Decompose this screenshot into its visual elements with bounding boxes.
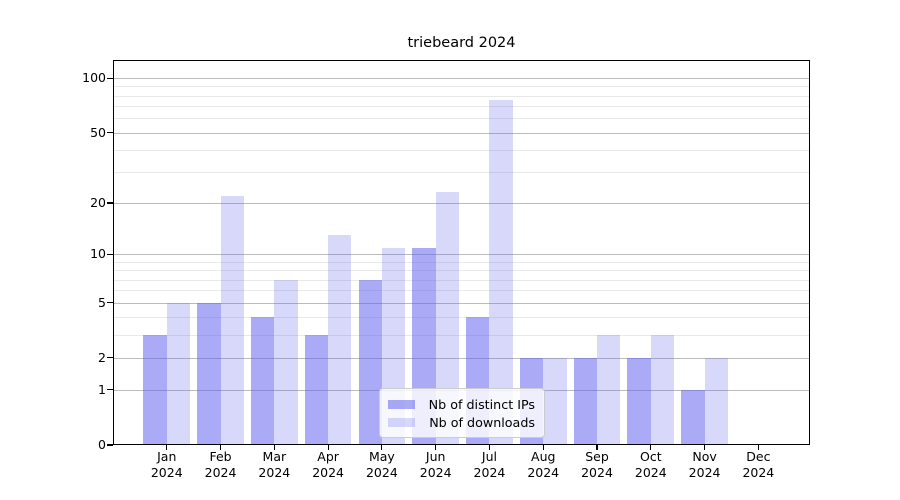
legend-item-downloads: Nb of downloads [388,413,535,431]
y-tick-mark [107,444,113,446]
bar-distinct-ips [573,357,598,445]
x-tick-mark [488,445,491,450]
y-tick-label: 20 [90,195,106,211]
major-gridline [113,254,810,256]
bar-distinct-ips [304,334,329,445]
minor-gridline [113,118,810,120]
y-tick-mark [107,357,113,359]
bar-distinct-ips [627,357,651,445]
x-tick-mark [435,445,437,450]
x-tick-mark [273,445,275,450]
x-tick-mark [327,445,329,450]
y-tick-mark [107,131,113,134]
bar-distinct-ips [251,317,275,445]
minor-gridline [113,261,810,263]
bar-distinct-ips [143,334,167,445]
bar-downloads [704,357,728,445]
major-gridline [113,302,810,304]
x-tick-label: Aug 2024 [527,449,560,480]
bar-downloads [328,235,352,445]
x-tick-label: Sep 2024 [581,449,613,480]
bar-downloads [543,357,567,445]
bar-downloads [650,334,675,445]
legend-label-distinct-ips: Nb of distinct IPs [428,396,535,412]
minor-gridline [113,95,810,97]
y-tick-mark [107,389,113,391]
minor-gridline [113,149,810,151]
plot-area: Nb of distinct IPs Nb of downloads [113,60,810,445]
y-tick-label: 2 [98,349,106,365]
x-tick-mark [542,445,544,450]
y-tick-label: 50 [90,124,106,140]
y-tick-mark [107,301,113,304]
legend-swatch-distinct-ips-icon [388,399,415,409]
minor-gridline [113,86,810,88]
minor-gridline [113,334,810,336]
minor-gridline [113,270,810,272]
minor-gridline [113,279,810,281]
minor-gridline [113,290,810,292]
legend-swatch-downloads-icon [388,417,415,427]
bar-downloads [489,99,513,445]
bar-distinct-ips [358,279,382,445]
y-tick-mark [107,77,113,79]
minor-gridline [113,317,810,319]
legend-item-distinct-ips: Nb of distinct IPs [388,395,535,413]
bar-downloads [220,195,244,445]
major-gridline [113,357,810,359]
y-tick-label: 100 [82,70,106,86]
x-tick-label: Jul 2024 [473,449,506,480]
y-tick-label: 1 [98,381,106,397]
x-tick-label: Nov 2024 [688,449,721,480]
x-tick-mark [757,445,759,450]
x-tick-mark [166,445,168,450]
y-tick-mark [107,253,113,255]
bar-downloads [274,279,298,445]
x-tick-mark [219,445,222,450]
y-tick-mark [107,202,113,204]
x-tick-label: Feb 2024 [204,449,237,480]
y-tick-label: 5 [98,294,106,310]
major-gridline [113,132,810,134]
minor-gridline [113,172,810,174]
x-tick-label: Oct 2024 [634,449,667,480]
x-tick-label: Mar 2024 [258,449,291,480]
bar-downloads [435,192,459,445]
chart-title: triebeard 2024 [407,35,516,51]
bar-distinct-ips [197,302,221,445]
x-tick-label: Dec 2024 [742,449,775,480]
bar-downloads [166,302,191,445]
major-gridline [113,78,810,80]
y-tick-label: 10 [90,246,106,262]
x-tick-label: Apr 2024 [312,449,345,480]
legend-label-downloads: Nb of downloads [429,414,535,430]
x-tick-mark [381,445,383,450]
x-tick-label: Jan 2024 [150,449,183,480]
legend: Nb of distinct IPs Nb of downloads [379,388,545,438]
x-tick-mark [703,445,706,450]
bar-downloads [597,334,621,445]
major-gridline [113,203,810,205]
y-tick-label: 0 [98,437,106,452]
x-tick-mark [596,445,598,450]
minor-gridline [113,106,810,108]
x-tick-mark [650,445,652,450]
x-tick-label: May 2024 [365,449,398,480]
bar-distinct-ips [681,389,705,445]
x-tick-label: Jun 2024 [419,449,452,480]
